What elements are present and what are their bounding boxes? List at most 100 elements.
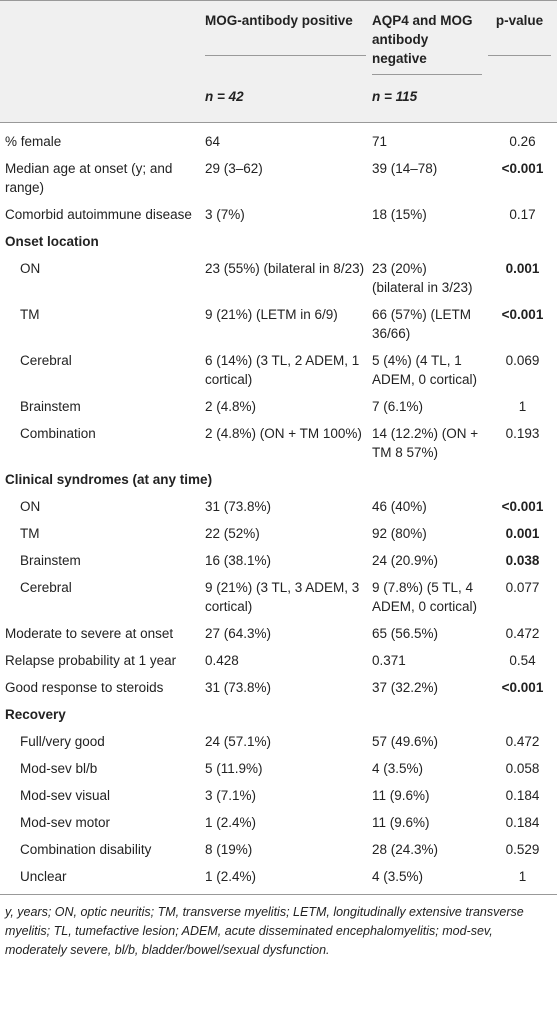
value-cell: 23 (55%) (bilateral in 8/23)	[205, 261, 365, 276]
value-cell: 14 (12.2%) (ON + TM 8 57%)	[372, 426, 479, 460]
row-label: Median age at onset (y; and range)	[5, 161, 173, 195]
p-value-cell: 0.058	[505, 761, 540, 776]
value-cell: 16 (38.1%)	[205, 553, 272, 568]
value-cell: 1 (2.4%)	[205, 815, 257, 830]
row-label: Mod-sev motor	[20, 815, 111, 830]
table-row: ON 31 (73.8%) 46 (40%) <0.001	[0, 493, 557, 520]
row-label: % female	[5, 134, 62, 149]
empty-cell	[372, 701, 488, 728]
value-cell: 27 (64.3%)	[205, 626, 272, 641]
table-row: Full/very good 24 (57.1%) 57 (49.6%) 0.472	[0, 728, 557, 755]
column-header: MOG-antibody positive	[205, 11, 366, 56]
p-value-cell: 0.54	[509, 653, 536, 668]
value-cell: 39 (14–78)	[372, 161, 438, 176]
table-row: Good response to steroids 31 (73.8%) 37 (3…	[0, 674, 557, 701]
table-row: Brainstem 2 (4.8%) 7 (6.1%) 1	[0, 393, 557, 420]
empty-cell	[372, 466, 488, 493]
row-label: Full/very good	[20, 734, 105, 749]
data-table: MOG-antibody positive AQP4 and MOG antib…	[0, 0, 557, 890]
table-row: Mod-sev bl/b 5 (11.9%) 4 (3.5%) 0.058	[0, 755, 557, 782]
p-value-cell: <0.001	[501, 499, 544, 514]
table-row: Mod-sev motor 1 (2.4%) 11 (9.6%) 0.184	[0, 809, 557, 836]
column-header: AQP4 and MOG antibody negative	[372, 11, 482, 75]
value-cell: 92 (80%)	[372, 526, 427, 541]
table-row: Brainstem 16 (38.1%) 24 (20.9%) 0.038	[0, 547, 557, 574]
table-row: Cerebral 9 (21%) (3 TL, 3 ADEM, 3 cortica…	[0, 574, 557, 620]
p-value-cell: 0.001	[505, 261, 540, 276]
table-row: ON 23 (55%) (bilateral in 8/23) 23 (20%) (…	[0, 255, 557, 301]
table-row: Comorbid autoimmune disease 3 (7%) 18 (15%…	[0, 201, 557, 228]
table-row: Moderate to severe at onset 27 (64.3%) 65 …	[0, 620, 557, 647]
row-label: Brainstem	[20, 399, 81, 414]
section-row: Clinical syndromes (at any time)	[0, 466, 557, 493]
value-cell: 6 (14%) (3 TL, 2 ADEM, 1 cortical)	[205, 353, 360, 387]
p-value-cell: 0.472	[505, 734, 540, 749]
p-value-cell: <0.001	[501, 680, 544, 695]
table-row: Cerebral 6 (14%) (3 TL, 2 ADEM, 1 cortica…	[0, 347, 557, 393]
row-label: Moderate to severe at onset	[5, 626, 174, 641]
value-cell: 4 (3.5%)	[372, 869, 424, 884]
p-value-cell: 0.193	[505, 426, 540, 441]
table-row: % female 64 71 0.26	[0, 128, 557, 155]
value-cell: 5 (4%) (4 TL, 1 ADEM, 0 cortical)	[372, 353, 478, 387]
table-row: Median age at onset (y; and range) 29 (3–…	[0, 155, 557, 201]
p-value-cell: 1	[518, 399, 527, 414]
value-cell: 11 (9.6%)	[372, 788, 430, 803]
n-header: n = 115	[372, 89, 418, 104]
value-cell: 29 (3–62)	[205, 161, 263, 176]
value-cell: 0.428	[205, 653, 239, 668]
value-cell: 9 (21%) (LETM in 6/9)	[205, 307, 338, 322]
value-cell: 64	[205, 134, 221, 149]
value-cell: 5 (11.9%)	[205, 761, 263, 776]
row-label: TM	[20, 307, 40, 322]
p-value-cell: 0.26	[509, 134, 536, 149]
value-cell: 65 (56.5%)	[372, 626, 439, 641]
section-row: Recovery	[0, 701, 557, 728]
value-cell: 37 (32.2%)	[372, 680, 439, 695]
n-header: n = 42	[205, 89, 244, 104]
p-value-cell: 0.472	[505, 626, 540, 641]
p-value-cell: 0.17	[509, 207, 536, 222]
value-cell: 31 (73.8%)	[205, 499, 272, 514]
p-value-cell: 0.001	[505, 526, 540, 541]
value-cell: 22 (52%)	[205, 526, 260, 541]
value-cell: 9 (21%) (3 TL, 3 ADEM, 3 cortical)	[205, 580, 360, 614]
empty-cell	[372, 228, 488, 255]
p-value-cell: 0.077	[505, 580, 540, 595]
table-row: Unclear 1 (2.4%) 4 (3.5%) 1	[0, 863, 557, 890]
value-cell: 46 (40%)	[372, 499, 427, 514]
row-label: Comorbid autoimmune disease	[5, 207, 192, 222]
value-cell: 3 (7.1%)	[205, 788, 257, 803]
value-cell: 3 (7%)	[205, 207, 245, 222]
header-row: MOG-antibody positive AQP4 and MOG antib…	[0, 1, 557, 75]
value-cell: 23 (20%) (bilateral in 3/23)	[372, 261, 473, 295]
value-cell: 31 (73.8%)	[205, 680, 272, 695]
table-row: TM 9 (21%) (LETM in 6/9) 66 (57%) (LETM 36…	[0, 301, 557, 347]
empty-cell	[488, 466, 557, 493]
value-cell: 0.371	[372, 653, 406, 668]
row-label: Good response to steroids	[5, 680, 164, 695]
n-row: n = 42 n = 115	[0, 75, 557, 123]
row-label: Cerebral	[20, 353, 72, 368]
section-title: Onset location	[5, 234, 99, 249]
p-value-cell: <0.001	[501, 307, 544, 322]
table-row: Combination 2 (4.8%) (ON + TM 100%) 14 (12…	[0, 420, 557, 466]
table-row: Mod-sev visual 3 (7.1%) 11 (9.6%) 0.184	[0, 782, 557, 809]
empty-cell	[488, 701, 557, 728]
value-cell: 4 (3.5%)	[372, 761, 424, 776]
empty-cell	[488, 228, 557, 255]
value-cell: 66 (57%) (LETM 36/66)	[372, 307, 472, 341]
table-row: TM 22 (52%) 92 (80%) 0.001	[0, 520, 557, 547]
value-cell: 7 (6.1%)	[372, 399, 424, 414]
table-row: Relapse probability at 1 year 0.428 0.371 0…	[0, 647, 557, 674]
column-header: p-value	[488, 11, 551, 56]
table-header: MOG-antibody positive AQP4 and MOG antib…	[0, 0, 557, 123]
row-label: ON	[20, 261, 41, 276]
row-label: Combination disability	[20, 842, 152, 857]
value-cell: 57 (49.6%)	[372, 734, 439, 749]
value-cell: 1 (2.4%)	[205, 869, 257, 884]
p-value-cell: 0.529	[505, 842, 540, 857]
section-title: Recovery	[5, 707, 66, 722]
row-label: Cerebral	[20, 580, 72, 595]
